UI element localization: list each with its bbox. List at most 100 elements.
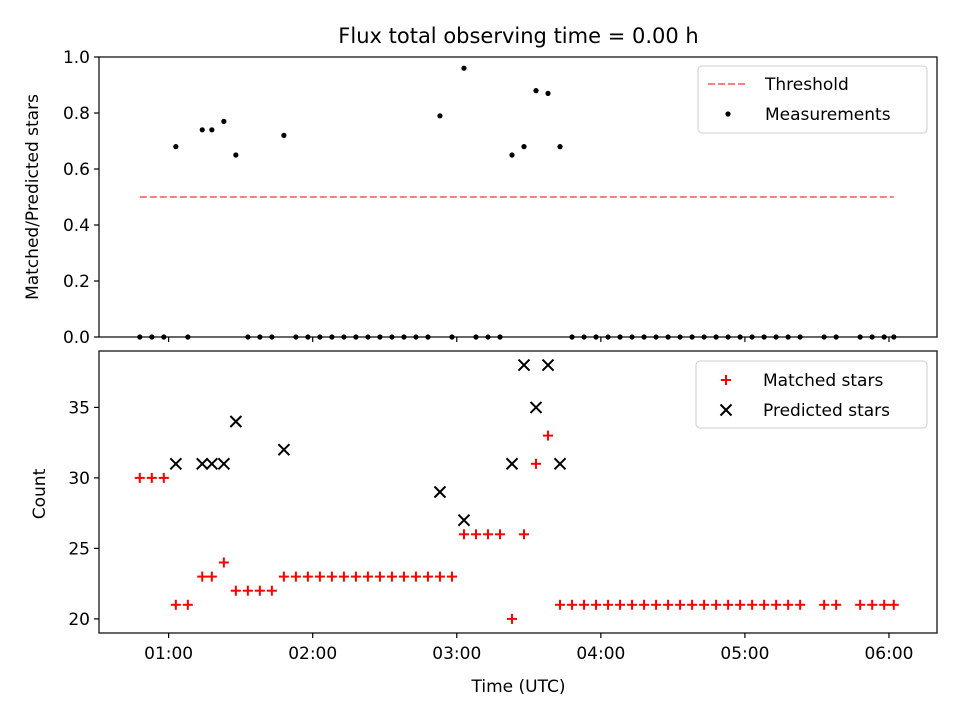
bottom-axes-frame [98,350,938,634]
top-legend-box [697,65,928,134]
matched-star-point [374,571,385,582]
matched-star-point [422,571,433,582]
predicted-star-point [553,457,567,471]
matched-star-point [888,599,899,610]
predicted-star-point [529,401,543,414]
measurement-point [173,144,179,150]
matched-star-point [410,571,421,582]
bottom-panel: 20 25 30 35 01:00 02:00 03:00 04:00 05:00 06:00 Ma… [68,350,938,664]
matched-star-point [158,472,169,483]
matched-star-point [446,571,457,582]
bottom-y-tick-label: 30 [68,469,90,489]
matched-star-point [134,472,145,483]
matched-star-point [519,529,530,540]
x-tick-label: 03:00 [432,644,481,664]
predicted-star-point [277,443,291,456]
matched-star-point [759,599,770,610]
matched-star-point [458,529,469,540]
matched-star-point [675,599,686,610]
top-y-tick-label: 0.0 [63,328,90,348]
matched-star-point [639,599,650,610]
matched-star-point [867,599,878,610]
matched-star-point [783,599,794,610]
matched-star-point [314,571,325,582]
legend-matched-label: Matched stars [763,371,883,391]
top-y-tick-label: 0.8 [63,104,90,124]
matched-star-point [326,571,337,582]
bottom-legend: Matched stars Predicted stars [695,360,928,429]
top-y-tick-label: 0.2 [63,272,90,292]
predicted-star-point [457,513,471,527]
matched-star-point [591,599,602,610]
predicted-star-point [169,457,183,471]
top-axes-frame [98,56,938,338]
matched-star-point [386,571,397,582]
x-axis-label: Time (UTC) [471,677,566,697]
matched-star-point [663,599,674,610]
legend-matched-swatch [721,375,731,385]
matched-star-point [278,571,289,582]
measurement-point [557,144,563,150]
measurement-point [509,152,515,158]
top-y-tick-label: 0.6 [63,160,90,180]
legend-measurements-swatch [725,111,731,117]
predicted-star-point [229,415,243,428]
predicted-star-point [541,358,555,372]
top-panel: 0.0 0.2 0.4 0.6 0.8 1.0 Threshold Measurements [63,48,938,348]
matched-star-point [651,599,662,610]
measurement-point [199,127,205,133]
matched-star-point [170,599,181,610]
chart-title: Flux total observing time = 0.00 h [338,24,698,48]
matched-star-point [795,599,806,610]
measurement-point [533,88,539,94]
matched-star-point [567,599,578,610]
measurement-point [461,65,467,71]
measurement-point [521,144,527,150]
matched-star-point [543,430,554,441]
top-legend: Threshold Measurements [697,65,928,134]
legend-measurements-label: Measurements [765,105,891,125]
matched-star-point [579,599,590,610]
measurement-point [233,152,239,158]
predicted-star-point [205,457,219,471]
matched-star-point [434,571,445,582]
matched-star-point [146,472,157,483]
matched-star-point [687,599,698,610]
predicted-star-point [217,457,231,471]
x-tick-label: 06:00 [864,644,913,664]
matched-star-point [603,599,614,610]
matched-star-point [266,585,277,596]
matched-star-point [506,613,517,624]
matched-star-point [615,599,626,610]
matched-star-point [494,529,505,540]
matched-star-point [350,571,361,582]
matched-star-point [819,599,830,610]
matched-star-point [699,599,710,610]
matched-star-point [735,599,746,610]
matched-star-point [338,571,349,582]
matched-star-point [254,585,265,596]
matched-star-point [482,529,493,540]
predicted-star-point [505,457,519,471]
top-y-axis-label: Matched/Predicted stars [23,94,43,300]
top-y-tick-label: 1.0 [63,48,90,68]
predicted-star-point [517,358,531,372]
matched-star-point [230,585,241,596]
matched-star-point [855,599,866,610]
matched-star-point [531,458,542,469]
matched-star-point [362,571,373,582]
matched-star-point [182,599,193,610]
bottom-y-tick-label: 25 [68,539,90,559]
legend-predicted-swatch [719,403,733,417]
matched-star-point [771,599,782,610]
matched-star-point [206,571,217,582]
matched-star-point [290,571,301,582]
matched-star-point [218,557,229,568]
matched-star-point [723,599,734,610]
matched-star-point [831,599,842,610]
matched-star-point [470,529,481,540]
bottom-y-tick-label: 35 [68,398,90,418]
matched-star-point [242,585,253,596]
top-y-tick-label: 0.4 [63,216,90,236]
